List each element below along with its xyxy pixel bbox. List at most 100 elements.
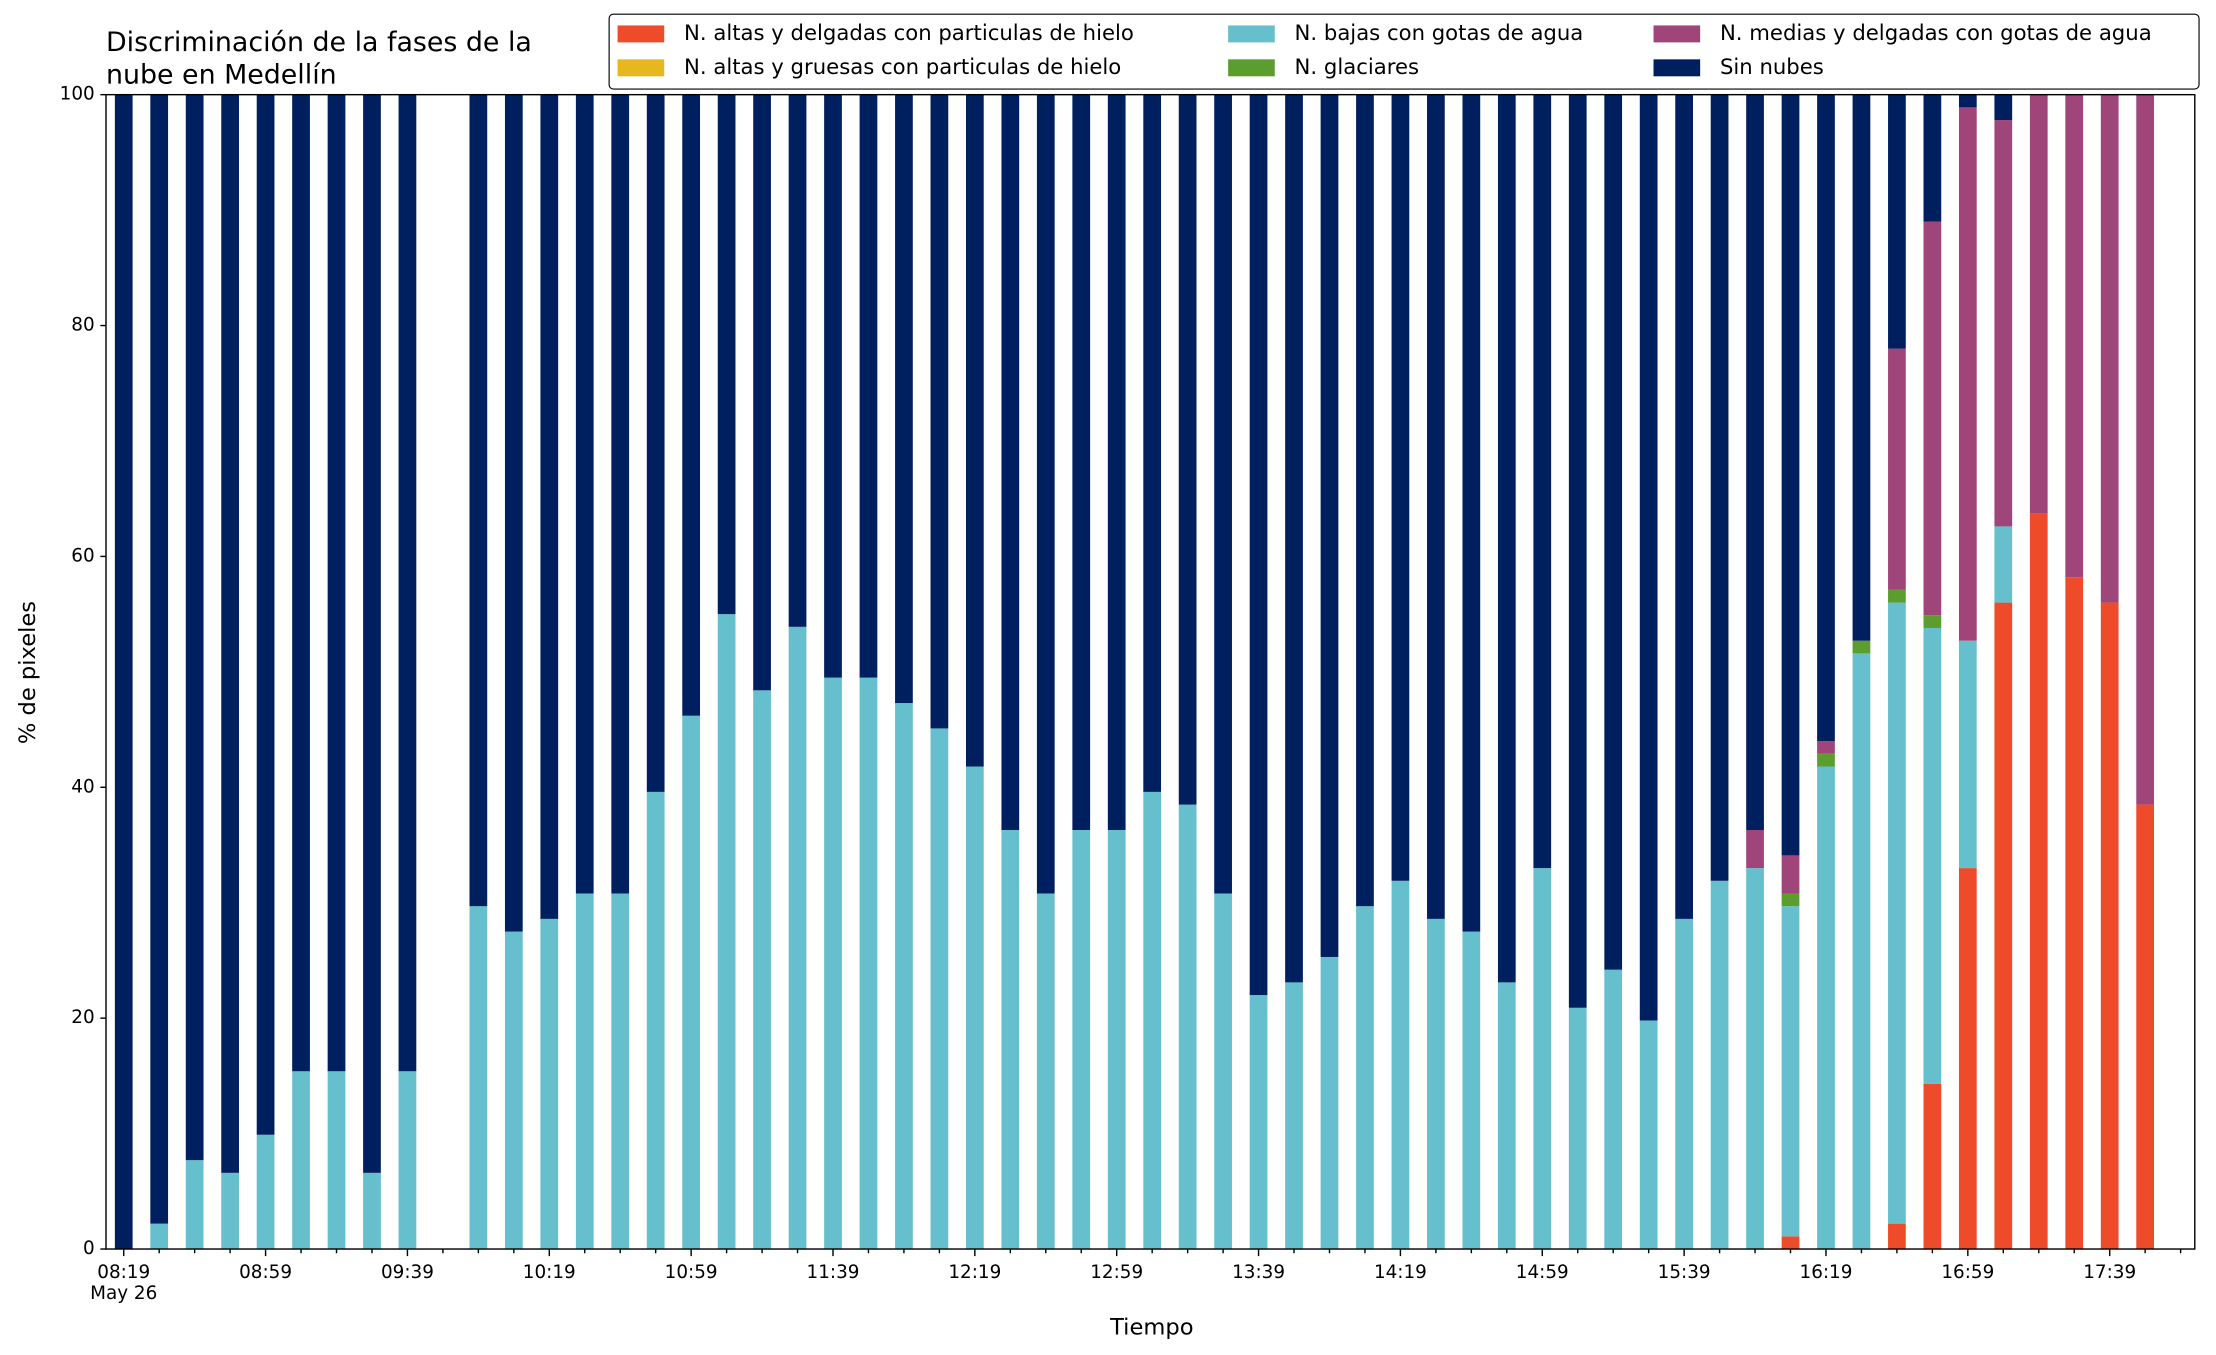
bar-segment	[1675, 918, 1693, 1250]
bar-segment	[114, 94, 133, 1250]
bar-segment	[1746, 868, 1764, 1250]
bar-segment	[1604, 969, 1623, 1250]
bar-segment	[2100, 94, 2119, 603]
x-tick-label: 16:59	[1941, 1262, 1994, 1283]
legend-swatch	[1653, 25, 1701, 43]
x-tick-label: 17:39	[2083, 1262, 2136, 1283]
bar-segment	[611, 94, 630, 894]
x-tick-label: 11:39	[807, 1262, 860, 1283]
bar-segment	[682, 715, 701, 1250]
bar-segment	[292, 94, 310, 1072]
bar-segment	[1639, 94, 1658, 1021]
bar-segment	[1781, 94, 1800, 856]
bar-segment	[717, 614, 736, 1250]
bar-segment	[1320, 956, 1339, 1250]
bar-segment	[1462, 931, 1481, 1250]
bar-segment	[682, 94, 701, 716]
bar-segment	[504, 94, 523, 932]
y-axis-label: % de pixeles	[15, 601, 41, 744]
bar-segment	[1817, 94, 1835, 742]
legend-swatch	[617, 59, 665, 77]
bar-segment	[1427, 94, 1445, 919]
bar-segment	[221, 1172, 239, 1250]
bar-segment	[398, 94, 417, 1072]
bar-segment	[1285, 982, 1303, 1250]
bar-segment	[256, 1134, 275, 1250]
bar-segment	[1888, 1223, 1906, 1250]
bar-segment	[1958, 868, 1977, 1250]
bar-segment	[1533, 868, 1552, 1250]
bar-segment	[1888, 94, 1906, 349]
bar-segment	[1888, 602, 1906, 1224]
bar-segment	[1994, 120, 2013, 527]
bar-segment	[2029, 513, 2048, 1250]
bar-segment	[717, 94, 736, 615]
y-tick-label: 20	[71, 1007, 94, 1028]
bar-segment	[2100, 602, 2119, 1250]
bar-segment	[895, 94, 913, 704]
bar-segment	[398, 1071, 417, 1250]
bar-segment	[363, 94, 381, 1173]
bar-segment	[895, 703, 913, 1250]
x-tick-label: 15:39	[1658, 1262, 1711, 1283]
bar-segment	[1320, 94, 1339, 957]
legend-label: N. altas y gruesas con particulas de hie…	[684, 54, 1121, 79]
legend-swatch	[1228, 25, 1275, 43]
bar-segment	[1746, 829, 1764, 869]
bar-segment	[1781, 893, 1800, 907]
bar-segment	[256, 94, 275, 1135]
bar-segment	[1994, 602, 2013, 1250]
y-tick-label: 100	[60, 84, 95, 105]
bar-segment	[1497, 982, 1516, 1250]
legend-label: N. bajas con gotas de agua	[1295, 20, 1584, 45]
bar-segment	[1710, 880, 1729, 1250]
bar-segment	[1178, 804, 1197, 1250]
bar-segment	[1923, 627, 1942, 1084]
bar-segment	[824, 677, 842, 1250]
x-tick-label: 08:19 May 26	[90, 1262, 157, 1304]
bar-segment	[1249, 94, 1268, 996]
bar-segment	[824, 94, 842, 678]
bar-segment	[2065, 577, 2084, 1250]
bar-segment	[1143, 94, 1162, 792]
bar-segment	[1746, 94, 1764, 830]
bar-segment	[1036, 94, 1055, 894]
x-tick-label: 16:19	[1800, 1262, 1853, 1283]
bar-segment	[859, 677, 878, 1250]
y-tick-label: 80	[71, 315, 94, 336]
bar-segment	[1107, 829, 1126, 1250]
bar-segment	[1852, 94, 1871, 641]
x-tick-label: 09:39	[381, 1262, 434, 1283]
bar-segment	[1923, 1083, 1942, 1250]
bar-segment	[859, 94, 878, 678]
x-tick-label: 12:19	[948, 1262, 1001, 1283]
bar-segment	[788, 626, 807, 1250]
bar-segment	[1958, 94, 1977, 108]
bar-segment	[575, 893, 594, 1250]
bar-segment	[1958, 107, 1977, 641]
bar-segment	[1356, 906, 1374, 1250]
bar-segment	[1214, 893, 1232, 1250]
bar-segment	[150, 1223, 169, 1250]
x-tick-label: 12:59	[1090, 1262, 1143, 1283]
bar-segment	[575, 94, 594, 894]
bar-segment	[1178, 94, 1197, 805]
bar-segment	[1249, 995, 1268, 1250]
bar-segment	[1036, 893, 1055, 1250]
bar-segment	[1817, 766, 1835, 1250]
bar-segment	[469, 94, 488, 907]
bar-segment	[1817, 753, 1835, 767]
bar-segment	[1427, 918, 1445, 1250]
bar-segment	[1497, 94, 1516, 983]
bar-segment	[1391, 880, 1410, 1250]
bar-segment	[1781, 1236, 1800, 1250]
bar-segment	[1958, 640, 1977, 869]
bar-segment	[185, 1160, 204, 1250]
bar-segment	[327, 1071, 346, 1250]
legend-label: N. glaciares	[1295, 54, 1419, 79]
x-axis-label: Tiempo	[1109, 1315, 1193, 1341]
bar-segment	[1001, 829, 1020, 1250]
bar-segment	[540, 94, 559, 919]
bar-segment	[504, 931, 523, 1250]
